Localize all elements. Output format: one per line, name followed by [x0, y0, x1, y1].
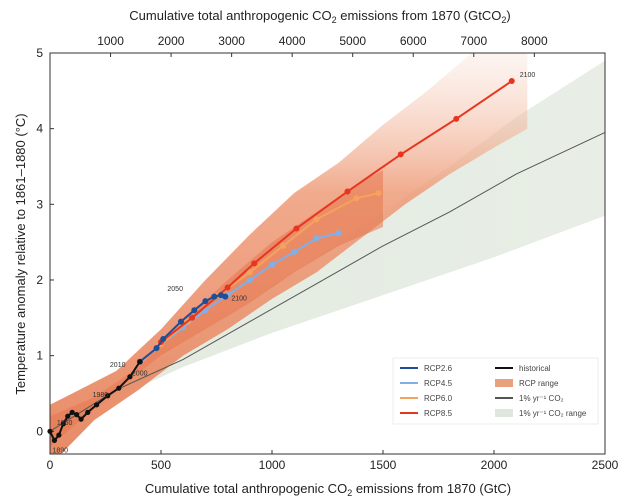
point-rcp4-5	[291, 248, 298, 255]
year-label-historical: 1890	[52, 447, 68, 454]
point-rcp8-5	[508, 77, 515, 84]
point-historical	[51, 437, 58, 443]
point-rcp8-5	[224, 284, 231, 291]
point-rcp2-6	[160, 335, 167, 342]
x2-tick-label: 5000	[339, 34, 366, 48]
year-label-historical: 1950	[57, 420, 73, 427]
point-historical	[94, 402, 100, 408]
point-rcp6-0	[280, 242, 287, 249]
point-historical	[56, 432, 62, 438]
x2-axis-title: Cumulative total anthropogenic CO2 emiss…	[129, 8, 510, 25]
point-rcp2-6	[191, 307, 198, 314]
y-tick-label: 5	[36, 46, 43, 60]
point-historical	[65, 413, 71, 419]
x2-tick-label: 3000	[218, 34, 245, 48]
plot-frame	[49, 52, 606, 455]
series-line-1-yr-co	[49, 131, 606, 432]
y-axis-title: Temperature anomaly relative to 1861–188…	[13, 113, 28, 394]
plot-area: 0 500 1000 1500 2000 2500 0 1 2 3 4 5 1000 2000 3000 40…	[36, 34, 618, 472]
point-rcp2-6	[222, 293, 229, 300]
x2-tick-label: 2000	[158, 34, 185, 48]
point-historical	[127, 374, 133, 380]
legend-label-rcp-range: RCP range	[519, 379, 559, 388]
legend-label-1-yr-co-range: 1% yr⁻¹ CO₂ range	[519, 409, 587, 418]
x-tick-label: 1000	[259, 458, 286, 472]
point-rcp4-5	[269, 261, 275, 268]
year-label-historical: 1980	[93, 392, 109, 399]
series-layer	[47, 77, 606, 443]
point-rcp4-5	[335, 230, 342, 237]
point-rcp2-6	[211, 293, 218, 300]
point-historical	[69, 409, 75, 415]
y-tick-label: 3	[36, 197, 43, 211]
year-label-rcp2-6: 2050	[167, 286, 183, 293]
x2-tick-label: 6000	[400, 34, 427, 48]
year-label-rcp2-6: 2100	[231, 296, 247, 303]
legend-label-rcp4-5: RCP4.5	[424, 379, 453, 388]
point-rcp4-5	[313, 235, 320, 242]
x2-tick-label: 1000	[97, 34, 124, 48]
legend-label-1-yr-co: 1% yr⁻¹ CO₂	[519, 394, 564, 403]
x2-tick-label: 8000	[521, 34, 548, 48]
point-historical	[47, 428, 53, 434]
point-rcp2-6	[153, 345, 160, 352]
point-historical	[137, 359, 143, 365]
legend-label-rcp2-6: RCP2.6	[424, 364, 453, 373]
point-rcp6-0	[313, 216, 320, 223]
x-tick-label: 1500	[370, 458, 397, 472]
point-rcp8-5	[189, 314, 196, 321]
legend-label-rcp6-0: RCP6.0	[424, 394, 453, 403]
year-label-historical: 2000	[132, 371, 148, 378]
legend-label-rcp8-5: RCP8.5	[424, 409, 453, 418]
point-rcp8-5	[293, 225, 300, 232]
y-tick-label: 0	[36, 424, 43, 438]
year-label-historical: 2010	[110, 362, 126, 369]
x-tick-label: 2500	[592, 458, 619, 472]
point-rcp8-5	[344, 188, 351, 195]
rcp-range-band-inner	[50, 170, 383, 447]
point-rcp6-0	[246, 269, 253, 276]
y-tick-label: 1	[36, 349, 43, 363]
x2-tick-label: 4000	[279, 34, 306, 48]
point-rcp2-6	[177, 318, 184, 325]
y-tick-label: 2	[36, 273, 43, 287]
point-historical	[78, 416, 84, 422]
point-historical	[60, 421, 66, 427]
point-rcp6-0	[375, 189, 382, 196]
year-label-rcp8-5: 2100	[520, 72, 536, 79]
point-historical	[74, 412, 80, 418]
point-historical	[105, 393, 111, 399]
x-tick-label: 0	[47, 458, 54, 472]
x-tick-label: 2000	[481, 458, 508, 472]
point-historical	[116, 385, 122, 391]
point-rcp4-5	[246, 276, 253, 283]
legend-swatch-1-yr-co-range	[495, 409, 513, 417]
point-rcp8-5	[397, 151, 404, 158]
legend: RCP2.6 historical RCP4.5 RCP range RCP6.0 1% …	[392, 357, 599, 425]
point-rcp6-0	[353, 195, 360, 202]
x-axis-title: Cumulative total anthropogenic CO2 emiss…	[145, 481, 511, 498]
point-rcp8-5	[251, 260, 258, 267]
year-labels: 2000 1890 1950 1980 2010 2050 2100 2100	[52, 72, 535, 454]
x-tick-label: 500	[151, 458, 171, 472]
point-rcp2-6	[202, 298, 209, 305]
point-historical	[85, 409, 91, 415]
legend-label-historical: historical	[519, 364, 551, 373]
legend-swatch-rcp-range	[495, 379, 513, 387]
x2-tick-label: 7000	[460, 34, 487, 48]
y-tick-label: 4	[36, 122, 43, 136]
axis-ticks: 0 500 1000 1500 2000 2500 0 1 2 3 4 5 1000 2000 3000 40…	[36, 34, 618, 472]
point-rcp8-5	[453, 115, 460, 122]
